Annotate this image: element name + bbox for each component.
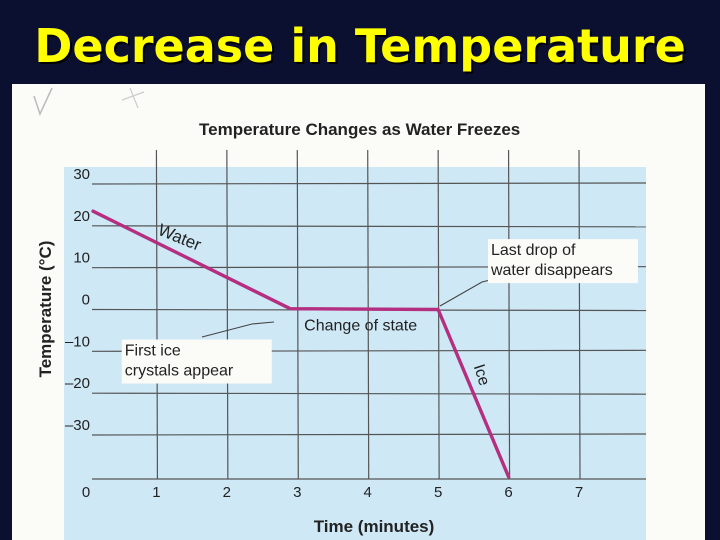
x-tick-label: 4 <box>364 484 372 501</box>
y-tick-label: 30 <box>73 166 90 183</box>
grid-line-v <box>155 149 159 480</box>
annotation-leaders <box>201 279 491 338</box>
pencil-mark <box>121 87 145 109</box>
y-tick-label: –30 <box>65 417 90 434</box>
grid-line-v <box>367 149 370 480</box>
x-tick-label: 3 <box>293 484 301 501</box>
pencil-mark <box>33 87 53 117</box>
chart-title: Temperature Changes as Water Freezes <box>199 120 520 139</box>
x-tick-label: 5 <box>434 484 442 501</box>
x-tick-label: 2 <box>223 484 231 501</box>
y-tick-label: 20 <box>73 208 90 225</box>
y-tick-label: –10 <box>65 333 90 350</box>
x-tick-labels: 0 1 2 3 4 5 6 7 <box>82 484 583 501</box>
x-tick-label: 6 <box>504 484 512 501</box>
y-tick-label: 0 <box>82 292 90 309</box>
x-tick-label: 7 <box>575 484 583 501</box>
annotation-line: water disappears <box>490 262 613 279</box>
annotation-line: Ice <box>470 362 493 388</box>
annotation-label: Ice <box>470 362 493 388</box>
grid-line-v <box>226 149 229 480</box>
series-line <box>91 209 511 479</box>
annotation-line: crystals appear <box>125 363 234 380</box>
grid-line-h <box>91 225 647 228</box>
y-axis-label: Temperature (°C) <box>36 241 55 378</box>
y-tick-labels: 30 20 10 0 –10 –20 –30 <box>65 166 90 434</box>
x-tick-label: 0 <box>82 484 90 501</box>
grid-line-v <box>296 149 299 480</box>
y-tick-label: 10 <box>73 250 90 267</box>
series-layer <box>91 209 511 479</box>
annotation-background <box>487 239 638 284</box>
y-tick-label: –20 <box>65 375 90 392</box>
annotation-label: Last drop of water disappears <box>490 242 613 279</box>
annotation-background <box>121 339 272 384</box>
leader-line <box>201 321 275 338</box>
grid <box>91 149 647 480</box>
grid-line-h <box>91 182 647 185</box>
annotation-line: First ice <box>125 343 181 360</box>
grid-line-v <box>507 149 511 480</box>
annotation-line: Last drop of <box>491 242 576 259</box>
annotation-line: Change of state <box>304 317 417 334</box>
slide-title: Decrease in Temperature <box>34 19 686 73</box>
annotation-label: First ice crystals appear <box>125 343 234 380</box>
leader-line <box>439 279 491 307</box>
annotation-label: Change of state <box>304 317 417 334</box>
x-tick-label: 1 <box>152 484 160 501</box>
x-axis-label: Time (minutes) <box>314 517 435 536</box>
grid-line-v <box>578 149 581 480</box>
